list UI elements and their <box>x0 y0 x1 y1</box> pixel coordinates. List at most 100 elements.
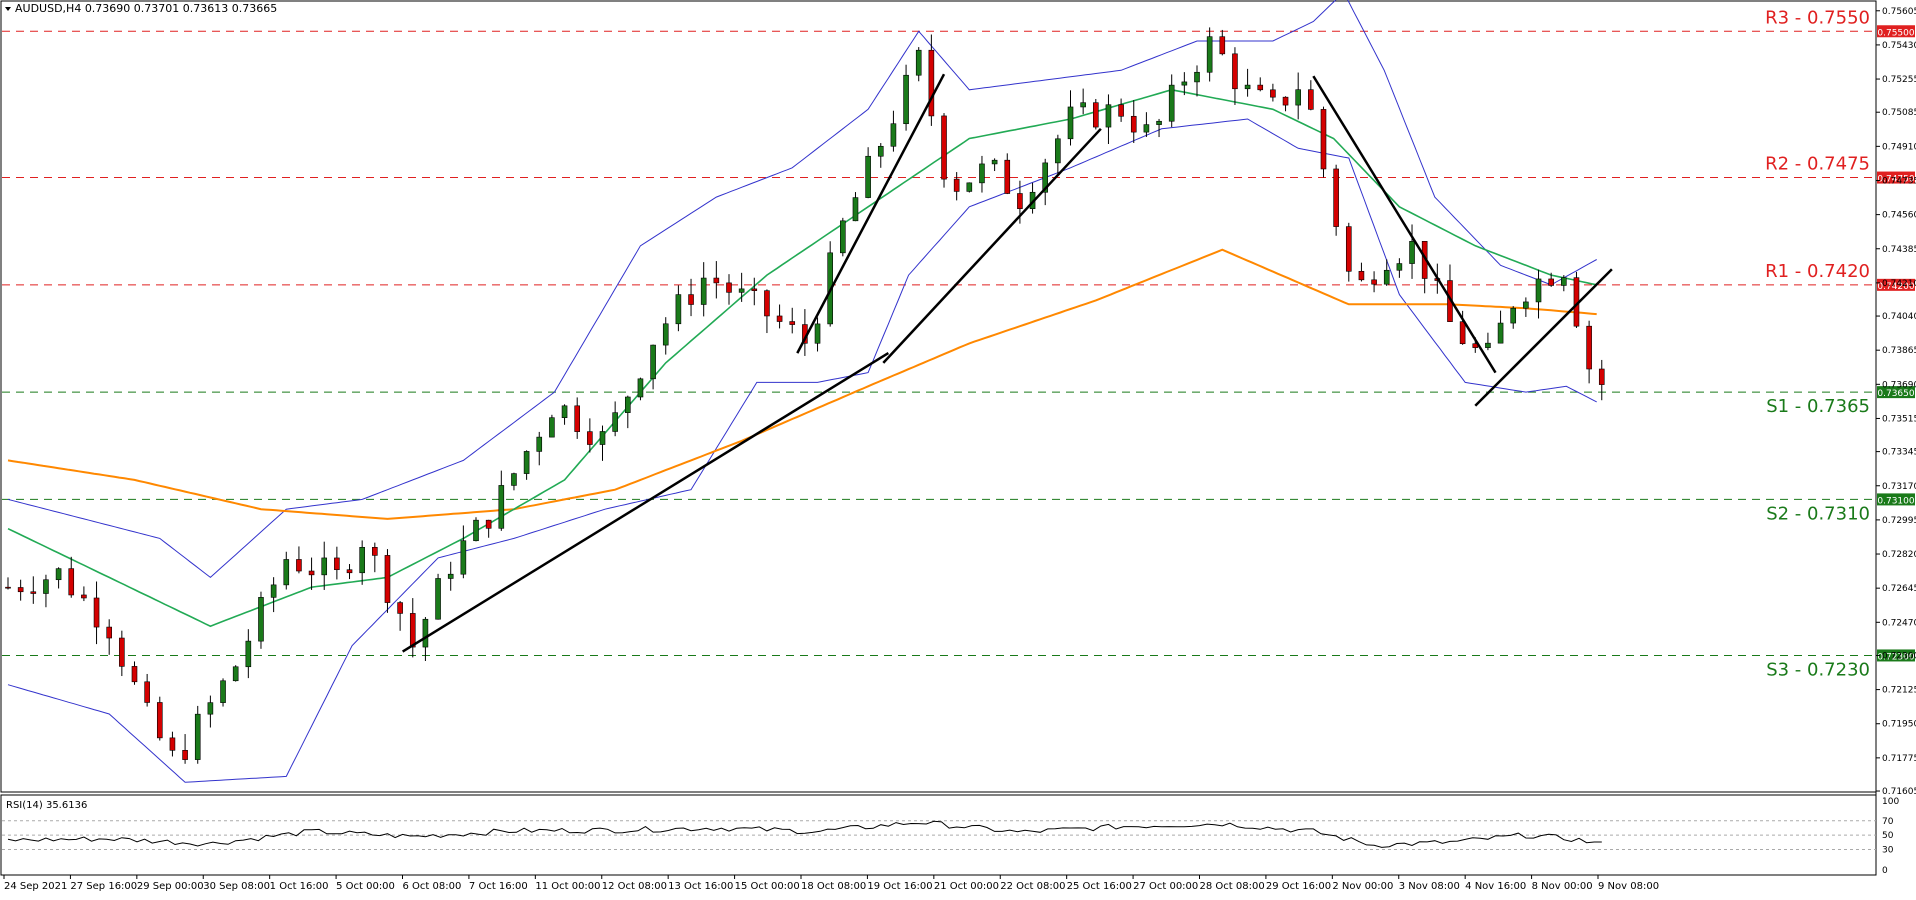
price-tick-label: 0.74560 <box>1882 211 1916 221</box>
level-price-tag-text: 0.74750 <box>1877 175 1914 185</box>
candle-body <box>1295 89 1301 106</box>
candle-body <box>549 417 555 438</box>
candle-body <box>1156 120 1162 125</box>
candle-body <box>1383 269 1390 285</box>
candle-body <box>840 220 846 254</box>
candle-body <box>599 431 606 445</box>
candle-body <box>270 584 277 598</box>
candle-body <box>17 587 24 593</box>
candle-body <box>106 626 112 639</box>
candle-body <box>55 568 62 581</box>
candle-body <box>1270 89 1276 98</box>
time-tick-label: 21 Oct 00:00 <box>934 881 999 892</box>
candle-body <box>308 570 315 576</box>
candle-body <box>460 540 467 575</box>
rsi-tick-label: 100 <box>1882 797 1899 807</box>
time-tick-label: 30 Sep 08:00 <box>203 881 270 892</box>
candle-body <box>814 323 821 344</box>
price-tick-label: 0.72995 <box>1882 516 1916 526</box>
candle-body <box>624 396 631 413</box>
level-price-tag-r3 <box>1877 25 1915 38</box>
price-tick-label: 0.74910 <box>1882 142 1916 152</box>
trendlines <box>401 73 1613 653</box>
level-label-s3: S3 - 0.7230 <box>1766 659 1870 680</box>
level-label-r1: R1 - 0.7420 <box>1765 261 1870 282</box>
time-tick-label: 3 Nov 08:00 <box>1399 881 1460 892</box>
candle-body <box>1105 104 1112 128</box>
candle-body <box>1168 84 1175 122</box>
level-price-tag-text: 0.73650 <box>1877 389 1914 399</box>
candle-body <box>359 547 365 574</box>
candle-body <box>979 163 985 184</box>
candle-body <box>738 288 745 293</box>
candle-body <box>637 378 644 398</box>
candle-body <box>207 702 214 715</box>
price-tick-label: 0.72645 <box>1882 584 1916 594</box>
candle-body <box>1244 84 1251 90</box>
trendline-1 <box>401 352 890 653</box>
candle-body <box>498 485 505 529</box>
candle-body <box>296 559 302 572</box>
price-tick-label: 0.74735 <box>1882 176 1916 186</box>
rsi-tick-label: 70 <box>1882 817 1894 827</box>
candle-body <box>1067 106 1074 140</box>
price-tick-label: 0.73170 <box>1882 482 1916 492</box>
candle-body <box>561 405 568 418</box>
bollinger-lower-line <box>7 118 1597 783</box>
time-tick-label: 11 Oct 00:00 <box>535 881 600 892</box>
price-tick-label: 0.72820 <box>1882 550 1916 560</box>
price-tick-label: 0.72125 <box>1882 686 1916 696</box>
candle-body <box>1206 36 1213 73</box>
price-tick-label: 0.74040 <box>1882 312 1916 322</box>
price-tick-label: 0.71605 <box>1882 787 1916 797</box>
candle-body <box>966 182 973 192</box>
candle-body <box>675 294 682 325</box>
time-tick-label: 15 Oct 00:00 <box>735 881 800 892</box>
rsi-tick-label: 30 <box>1882 845 1894 855</box>
level-price-tag-s3 <box>1877 649 1915 662</box>
candle-body <box>144 681 150 703</box>
level-price-tag-text: 0.74200 <box>1877 282 1914 292</box>
price-tick-label: 0.72470 <box>1882 618 1916 628</box>
price-axis: 0.75605 0.75430 0.75255 0.75085 0.74910 0.747… <box>1876 7 1916 797</box>
trendline-5 <box>1474 268 1613 407</box>
candle-body <box>1257 84 1264 91</box>
candle-body <box>1510 307 1517 324</box>
price-tick-label: 0.73865 <box>1882 346 1916 356</box>
candle-body <box>194 713 201 760</box>
candle-body <box>372 547 378 556</box>
time-tick-label: 5 Oct 00:00 <box>336 881 395 892</box>
candle-body <box>409 613 416 648</box>
time-tick-label: 1 Oct 16:00 <box>270 881 329 892</box>
trendline-3 <box>882 127 1102 364</box>
time-tick-label: 18 Oct 08:00 <box>801 881 866 892</box>
candle-body <box>422 618 429 648</box>
candle-body <box>1598 368 1605 385</box>
time-tick-label: 2 Nov 00:00 <box>1332 881 1393 892</box>
candle-body <box>169 737 176 751</box>
moving-average-fast-line <box>7 88 1597 628</box>
candle-body <box>68 568 75 596</box>
rsi-tick-label: 0 <box>1882 866 1888 876</box>
candle-body <box>220 680 226 703</box>
candle-body <box>1017 193 1023 209</box>
rsi-label: RSI(14) 35.6136 <box>6 800 87 811</box>
price-tick-label: 0.75605 <box>1882 7 1916 17</box>
candle-body <box>953 178 960 192</box>
candle-body <box>612 412 618 432</box>
candle-body <box>700 277 707 305</box>
candle-body <box>473 519 479 542</box>
level-price-tag-text: 0.73100 <box>1877 496 1914 506</box>
price-tick-label: 0.75255 <box>1882 75 1916 85</box>
candle-body <box>321 557 328 576</box>
time-tick-label: 29 Oct 16:00 <box>1266 881 1331 892</box>
time-tick-label: 12 Oct 08:00 <box>602 881 667 892</box>
candle-body <box>890 123 897 147</box>
candle-body <box>1219 36 1226 55</box>
level-price-tag-text: 0.75500 <box>1877 28 1914 38</box>
price-tick-label: 0.73515 <box>1882 414 1916 424</box>
collapse-triangle-icon[interactable] <box>5 7 11 11</box>
candle-body <box>334 557 340 571</box>
time-tick-label: 29 Sep 00:00 <box>137 881 204 892</box>
